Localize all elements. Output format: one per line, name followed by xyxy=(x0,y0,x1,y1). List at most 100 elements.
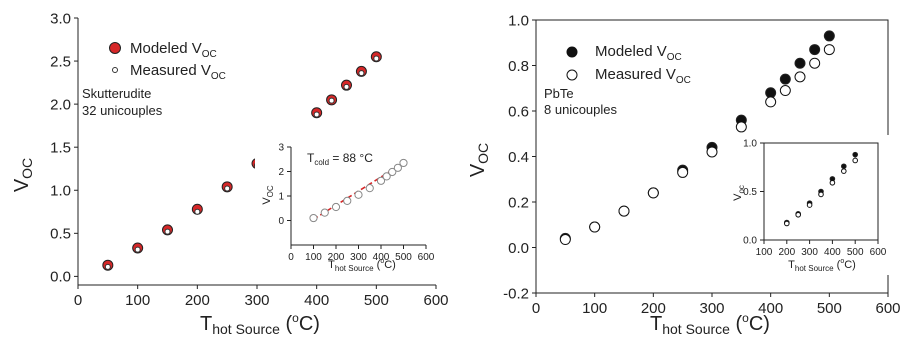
right-y-tick-label: -0.2 xyxy=(503,285,529,302)
measured-point xyxy=(224,185,231,192)
measured-point xyxy=(765,96,777,108)
measured-point xyxy=(331,202,341,212)
left-y-axis-title: VOC xyxy=(11,158,35,192)
measured-point xyxy=(829,179,836,186)
right-series-marks xyxy=(559,30,835,246)
left-x-tick-label: 200 xyxy=(185,292,210,309)
right-x-ticks: 0 100 200 300 400 500 600 xyxy=(532,293,901,317)
measured-point xyxy=(735,121,747,133)
right-inset-y-tick-label: 0.0 xyxy=(743,236,757,247)
right-inset-x-tick-label: 100 xyxy=(756,247,773,258)
right-inset-marks xyxy=(784,151,859,227)
measured-point xyxy=(795,211,802,218)
measured-point xyxy=(343,196,352,205)
right-legend: Modeled VOC Measured VOC xyxy=(566,43,691,86)
right-y-tick-label: 0.6 xyxy=(508,103,529,120)
measured-point xyxy=(841,168,847,174)
left-inset-y-tick-label: 2 xyxy=(278,167,284,178)
measured-point xyxy=(559,234,571,246)
measured-point xyxy=(393,163,402,172)
measured-point xyxy=(354,190,363,199)
measured-point xyxy=(784,220,790,227)
left-inset-x-tick-label: 200 xyxy=(328,252,345,263)
left-legend-measured-marker xyxy=(112,67,118,73)
modeled-point xyxy=(765,87,777,99)
measured-point xyxy=(134,246,141,253)
left-y-tick-label: 0.0 xyxy=(50,269,71,286)
right-x-axis-title: Thot Source (oC) xyxy=(650,311,770,337)
left-annotation-count: 32 unicouples xyxy=(82,103,163,118)
left-x-tick-label: 600 xyxy=(423,292,448,309)
right-inset-x-ticks: 100 200 300 400 500 600 xyxy=(756,240,887,258)
right-x-tick-label: 600 xyxy=(875,300,900,317)
measured-point xyxy=(806,202,813,208)
left-y-tick-label: 2.5 xyxy=(50,53,71,70)
modeled-point xyxy=(823,30,835,42)
measured-point xyxy=(194,208,201,215)
right-inset-x-tick-label: 400 xyxy=(824,247,841,258)
measured-point xyxy=(809,57,821,69)
left-y-tick-label: 2.0 xyxy=(50,96,71,113)
modeled-point xyxy=(779,73,791,85)
left-y-tick-label: 1.5 xyxy=(50,139,71,156)
left-inset: 0 1 2 3 0 100 200 300 400 500 600 Tcold = 88 °C V… xyxy=(255,125,435,275)
measured-point xyxy=(104,263,111,270)
right-inset-x-tick-label: 600 xyxy=(870,247,887,258)
measured-point xyxy=(376,176,386,185)
left-legend-measured-label: Measured VOC xyxy=(130,62,226,82)
left-inset-x-tick-label: 100 xyxy=(305,252,322,263)
left-x-ticks: 0 100 200 300 400 500 600 xyxy=(74,285,449,309)
measured-point xyxy=(589,221,601,233)
right-legend-modeled-label: Modeled VOC xyxy=(595,43,682,63)
modeled-point xyxy=(794,57,806,69)
right-inset-y-ticks: 0.0 0.5 1.0 xyxy=(743,139,764,247)
measured-point xyxy=(313,111,320,118)
measured-point xyxy=(382,172,391,181)
right-legend-modeled-marker xyxy=(566,46,578,58)
right-legend-measured-label: Measured VOC xyxy=(595,66,691,86)
left-y-ticks: 0.0 0.5 1.0 1.5 2.0 2.5 3.0 xyxy=(50,10,78,286)
left-annotation-material: Skutterudite xyxy=(82,86,151,101)
left-inset-x-tick-label: 500 xyxy=(395,252,412,263)
left-inset-x-tick-label: 600 xyxy=(418,252,435,263)
right-x-tick-label: 500 xyxy=(817,300,842,317)
measured-point xyxy=(618,205,630,217)
right-annotation-count: 8 unicouples xyxy=(544,102,617,117)
left-inset-x-tick-label: 300 xyxy=(350,252,367,263)
left-x-tick-label: 100 xyxy=(125,292,150,309)
left-inset-annotation: Tcold = 88 °C xyxy=(307,151,373,167)
measured-point xyxy=(320,208,329,217)
left-x-tick-label: 0 xyxy=(74,292,82,309)
left-series-marks xyxy=(102,51,382,271)
right-y-axis-title: VOC xyxy=(467,143,491,177)
left-y-tick-label: 1.0 xyxy=(50,183,71,200)
measured-point xyxy=(388,167,397,177)
left-y-tick-label: 3.0 xyxy=(50,10,71,27)
right-inset-y-title: Voc xyxy=(732,185,746,201)
right-annotation-material: PbTe xyxy=(544,86,574,101)
right-y-tick-label: 0.4 xyxy=(508,149,529,166)
right-inset-x-tick-label: 300 xyxy=(801,247,818,258)
left-legend: Modeled VOC Measured VOC xyxy=(109,40,226,82)
left-inset-x-title: Thot Source (oC) xyxy=(328,258,396,273)
left-x-tick-label: 300 xyxy=(244,292,269,309)
right-inset: 0.0 0.5 1.0 100 200 300 400 500 600 Voc Thot So… xyxy=(730,135,890,275)
right-x-tick-label: 200 xyxy=(641,300,666,317)
measured-point xyxy=(852,157,859,164)
right-legend-measured-marker xyxy=(566,69,578,81)
left-x-tick-label: 500 xyxy=(364,292,389,309)
measured-point xyxy=(779,85,791,97)
right-inset-x-title: Thot Source (oC) xyxy=(788,258,856,273)
right-y-tick-label: 0.0 xyxy=(508,240,529,257)
left-x-axis-title: Thot Source (oC) xyxy=(200,311,320,337)
left-inset-y-tick-label: 1 xyxy=(278,192,284,203)
modeled-point xyxy=(841,163,847,170)
left-legend-modeled-marker xyxy=(109,42,121,54)
left-inset-y-tick-label: 0 xyxy=(278,216,284,227)
left-inset-marks xyxy=(309,158,408,223)
measured-point xyxy=(358,70,365,77)
right-inset-y-tick-label: 0.5 xyxy=(743,187,757,198)
measured-point xyxy=(794,71,806,83)
right-x-tick-label: 100 xyxy=(582,300,607,317)
